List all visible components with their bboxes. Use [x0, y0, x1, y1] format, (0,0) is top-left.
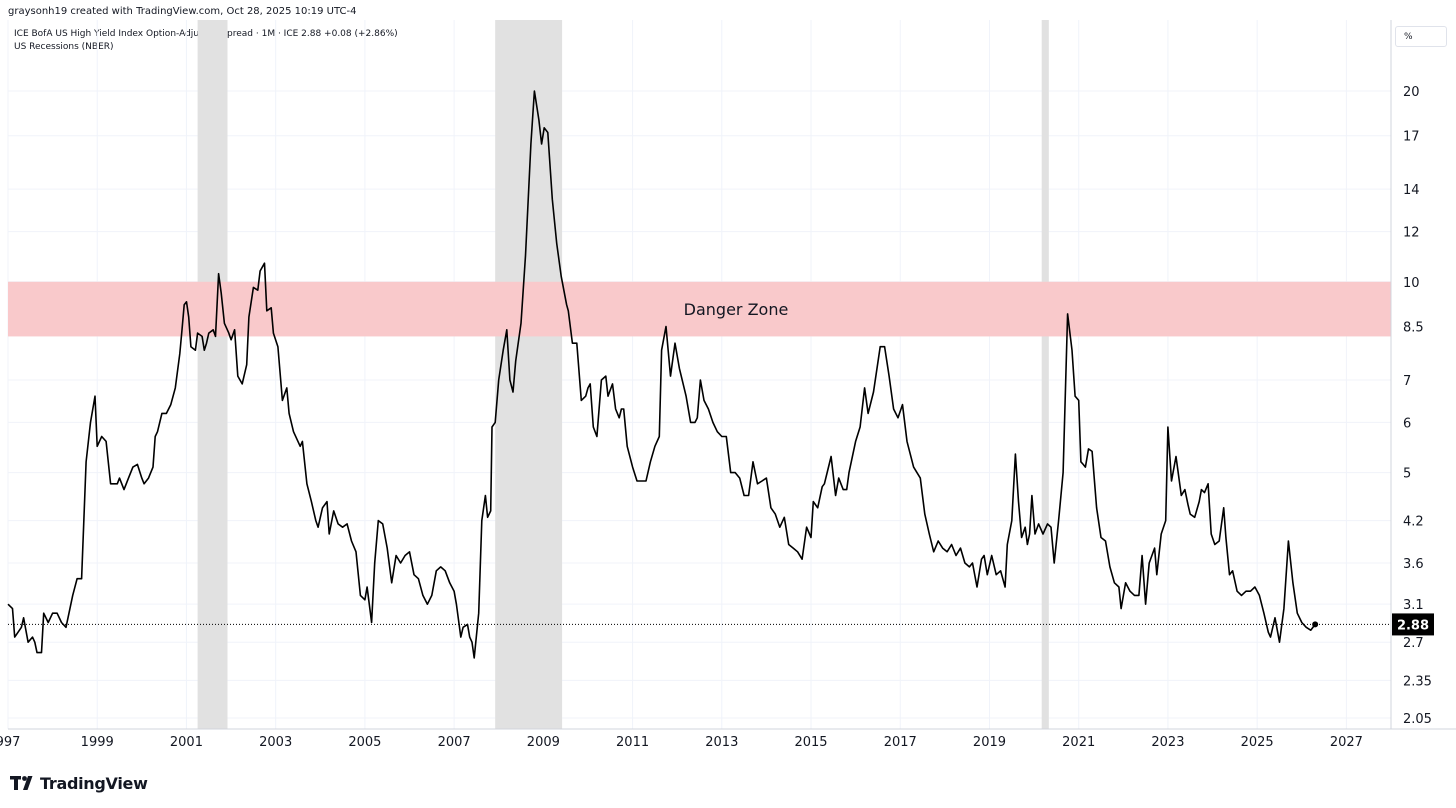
brand-name: TradingView — [40, 773, 148, 793]
tradingview-logo[interactable]: TradingView — [10, 771, 148, 795]
x-tick-label: 2011 — [616, 735, 649, 750]
danger-zone-band[interactable] — [8, 281, 1391, 337]
x-tick-label: 2021 — [1062, 735, 1095, 750]
y-tick-label: 17 — [1403, 130, 1420, 145]
last-point-marker — [1312, 621, 1319, 628]
y-tick-label: 20 — [1403, 85, 1420, 100]
y-tick-label: 3.6 — [1403, 557, 1424, 572]
x-tick-label: 2001 — [170, 735, 203, 750]
x-tick-label: 2007 — [438, 735, 471, 750]
y-tick-label: 7 — [1403, 374, 1411, 389]
y-tick-label: 5 — [1403, 467, 1411, 482]
x-tick-label: 1999 — [81, 735, 114, 750]
recession-legend[interactable]: US Recessions (NBER) — [14, 42, 114, 52]
y-tick-label: 2.05 — [1403, 712, 1432, 727]
y-tick-label: 2.7 — [1403, 636, 1424, 651]
last-value-label: 2.88 — [1397, 618, 1429, 633]
y-tick-label: 12 — [1403, 226, 1420, 241]
series-legend[interactable]: ICE BofA US High Yield Index Option-Adju… — [14, 29, 398, 39]
x-tick-label: 997 — [0, 735, 20, 750]
x-tick-label: 2019 — [973, 735, 1006, 750]
x-tick-label: 2025 — [1241, 735, 1274, 750]
x-tick-label: 2015 — [794, 735, 827, 750]
y-tick-label: 14 — [1403, 183, 1420, 198]
x-tick-label: 2013 — [705, 735, 738, 750]
recession-band — [197, 20, 228, 729]
x-tick-label: 2009 — [527, 735, 560, 750]
y-tick-label: 6 — [1403, 416, 1411, 431]
y-tick-label: 10 — [1403, 276, 1420, 291]
y-tick-label: 3.1 — [1403, 598, 1424, 613]
x-tick-label: 2005 — [348, 735, 381, 750]
x-tick-label: 2017 — [884, 735, 917, 750]
unit-button[interactable]: % — [1395, 26, 1447, 47]
y-tick-label: 8.5 — [1403, 321, 1424, 336]
y-tick-label: 4.2 — [1403, 515, 1424, 530]
spread-series-line[interactable] — [7, 90, 1316, 659]
tradingview-mark-icon — [10, 776, 33, 790]
x-tick-label: 2003 — [259, 735, 292, 750]
x-tick-label: 2027 — [1330, 735, 1363, 750]
creator-credit: graysonh19 created with TradingView.com,… — [8, 6, 357, 17]
x-tick-label: 2023 — [1151, 735, 1184, 750]
recession-band — [495, 20, 563, 729]
y-tick-label: 2.35 — [1403, 674, 1432, 689]
recession-band — [1041, 20, 1049, 729]
danger-zone-label: Danger Zone — [684, 300, 789, 319]
last-value-badge — [1392, 613, 1434, 636]
